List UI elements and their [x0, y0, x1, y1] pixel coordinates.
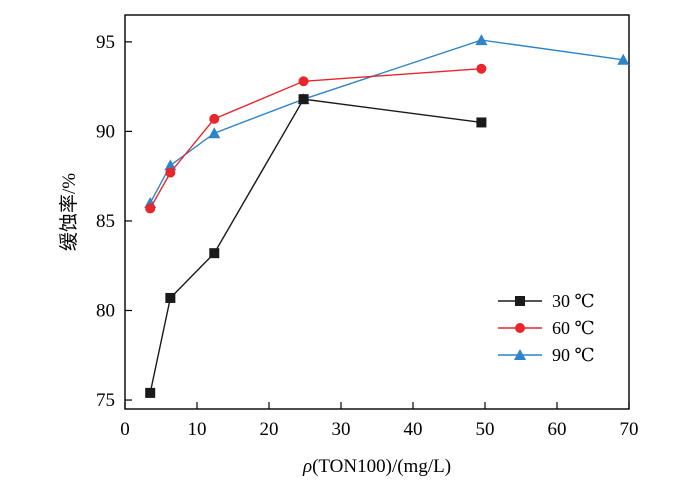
series-layer [144, 34, 630, 398]
data-point [208, 127, 221, 139]
data-point [145, 203, 156, 214]
data-point [476, 117, 487, 128]
data-point [298, 76, 309, 87]
y-tick-label: 95 [96, 32, 115, 53]
legend-marker [515, 296, 525, 306]
x-tick-label: 50 [476, 419, 495, 440]
x-tick-label: 30 [332, 419, 351, 440]
x-tick-label: 20 [260, 419, 279, 440]
series-square [145, 94, 487, 398]
y-axis: 75 80 85 90 95 [96, 32, 132, 411]
legend-label: 90 ℃ [552, 345, 595, 365]
legend-label: 30 ℃ [552, 291, 595, 311]
y-tick-label: 75 [96, 390, 115, 411]
legend-entry: 90 ℃ [498, 345, 595, 365]
x-tick-label: 0 [120, 419, 130, 440]
data-point [209, 248, 220, 259]
x-axis-title-text: (TON100)/(mg/L) [312, 456, 451, 477]
legend-entry: 60 ℃ [498, 318, 595, 338]
legend-label: 60 ℃ [552, 318, 595, 338]
x-tick-label: 10 [188, 419, 207, 440]
y-axis-title: 缓蚀率/% [58, 173, 80, 251]
y-tick-label: 80 [96, 301, 115, 322]
x-tick-label: 60 [548, 419, 567, 440]
series-line [149, 68, 482, 209]
plot-frame [124, 14, 630, 410]
data-point [165, 167, 176, 178]
data-point [617, 53, 630, 65]
data-point [475, 34, 488, 46]
y-tick-label: 90 [96, 121, 115, 142]
x-axis: 0 10 20 30 40 50 60 70 [120, 402, 639, 440]
x-axis-title: ρ(TON100)/(mg/L) [302, 456, 451, 477]
data-point [209, 113, 220, 124]
legend: 30 ℃ 60 ℃ 90 ℃ [498, 291, 595, 365]
legend-entry: 30 ℃ [498, 291, 595, 311]
data-point [298, 94, 309, 105]
data-point [164, 159, 177, 171]
data-point [165, 292, 176, 303]
x-axis-title-symbol: ρ [302, 456, 312, 477]
series-line [149, 39, 624, 204]
legend-marker [514, 349, 526, 360]
series-circle [145, 63, 487, 214]
y-tick-label: 85 [96, 211, 115, 232]
data-point [145, 387, 156, 398]
x-tick-label: 40 [404, 419, 423, 440]
legend-marker [515, 323, 525, 333]
data-point [476, 63, 487, 74]
x-tick-label: 70 [620, 419, 639, 440]
